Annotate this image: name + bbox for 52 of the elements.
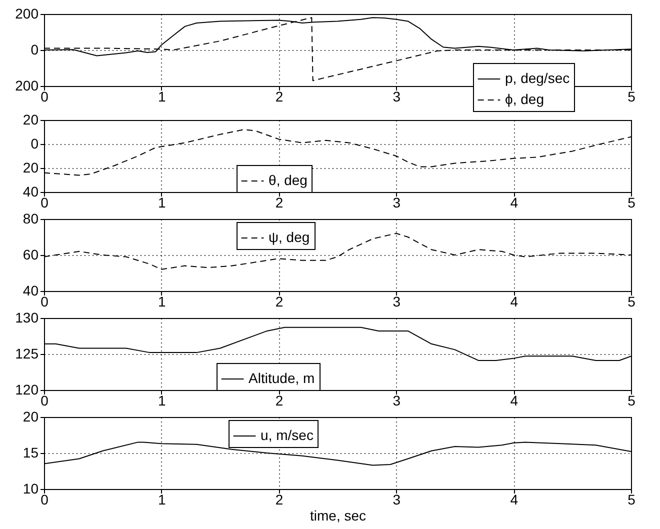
- legend-label: Altitude, m: [248, 370, 315, 386]
- y-tick-label: 20: [22, 160, 39, 176]
- x-tick-label: 0: [40, 492, 49, 508]
- x-tick-label: 2: [275, 492, 284, 508]
- x-tick-label: 0: [40, 88, 49, 104]
- x-tick-label: 1: [158, 88, 166, 104]
- x-tick-label: 4: [510, 492, 518, 508]
- x-tick-label: 1: [158, 492, 166, 508]
- y-tick-label: 20: [22, 112, 39, 128]
- x-tick-label: 4: [510, 294, 518, 310]
- x-tick-label: 3: [392, 294, 401, 310]
- x-tick-label: 3: [392, 392, 401, 408]
- y-tick-label: 120: [15, 382, 39, 398]
- y-tick-label: 125: [15, 346, 39, 362]
- y-tick-label: 15: [22, 444, 39, 460]
- y-tick-label: 80: [22, 210, 39, 226]
- x-tick-label: 4: [510, 194, 518, 210]
- y-tick-label: 0: [30, 42, 39, 58]
- y-tick-label: 0: [30, 136, 39, 152]
- y-tick-label: 40: [22, 282, 39, 298]
- x-tick-label: 0: [40, 294, 49, 310]
- y-tick-label: 40: [22, 184, 39, 200]
- x-tick-label: 5: [628, 392, 636, 408]
- x-axis-title: time, sec: [310, 508, 366, 524]
- x-tick-label: 5: [628, 492, 636, 508]
- y-tick-label: 200: [15, 6, 39, 22]
- x-tick-label: 5: [628, 194, 636, 210]
- x-tick-label: 2: [275, 194, 284, 210]
- x-tick-label: 1: [158, 294, 166, 310]
- x-tick-label: 3: [392, 492, 401, 508]
- legend-label: u, m/sec: [260, 427, 314, 443]
- y-tick-label: 200: [15, 78, 39, 94]
- x-tick-label: 5: [628, 88, 636, 104]
- y-tick-label: 130: [15, 310, 39, 326]
- x-tick-label: 4: [510, 392, 518, 408]
- y-tick-label: 20: [22, 408, 39, 424]
- x-tick-label: 1: [158, 392, 166, 408]
- x-tick-label: 0: [40, 392, 49, 408]
- x-tick-label: 1: [158, 194, 166, 210]
- y-tick-label: 10: [22, 480, 39, 496]
- x-tick-label: 3: [392, 194, 401, 210]
- x-tick-label: 3: [392, 88, 401, 104]
- x-tick-label: 2: [275, 88, 284, 104]
- x-tick-label: 2: [275, 392, 284, 408]
- legend-label: ϕ, deg: [505, 91, 544, 107]
- x-tick-label: 5: [628, 294, 636, 310]
- legend-label: p, deg/sec: [505, 70, 570, 86]
- series-label: ψ, deg: [268, 229, 310, 245]
- x-tick-label: 0: [40, 194, 49, 210]
- x-tick-label: 2: [275, 294, 284, 310]
- y-tick-label: 60: [22, 246, 39, 262]
- legend-label: θ, deg: [268, 172, 308, 188]
